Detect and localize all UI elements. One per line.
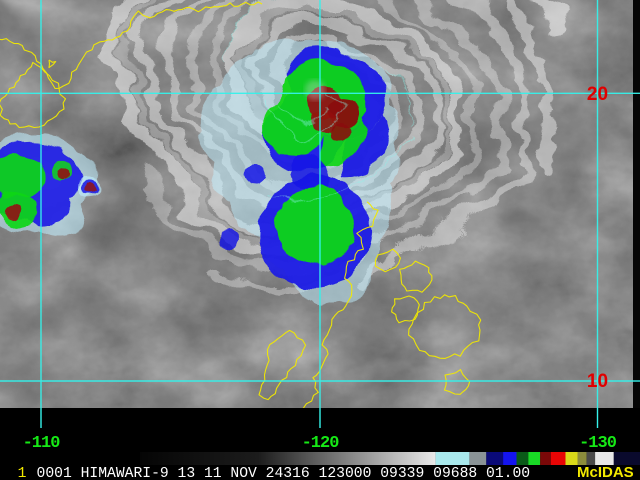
svg-text:-110: -110 — [23, 434, 61, 453]
svg-text:20: 20 — [587, 84, 608, 105]
svg-text:10: 10 — [587, 371, 608, 392]
svg-text:-130: -130 — [579, 434, 617, 453]
svg-text:McIDAS: McIDAS — [577, 464, 634, 480]
svg-text:-120: -120 — [302, 434, 340, 453]
svg-text:0001 HIMAWARI-9 13 11 NOV 2431: 0001 HIMAWARI-9 13 11 NOV 24316 123000 0… — [37, 466, 531, 480]
svg-text:1: 1 — [18, 466, 27, 480]
